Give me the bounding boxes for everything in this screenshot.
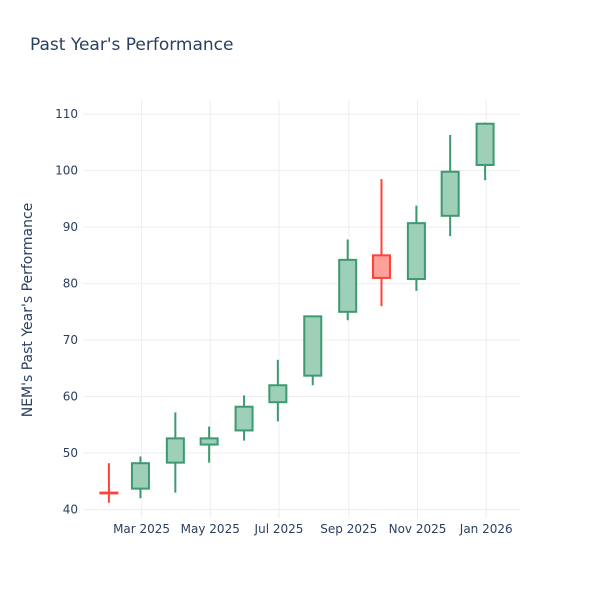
y-tick-label: 50 — [63, 446, 78, 460]
x-tick-label: May 2025 — [181, 522, 240, 536]
candle — [406, 205, 426, 291]
candle — [338, 239, 358, 321]
x-tick-label: Nov 2025 — [389, 522, 447, 536]
candle — [99, 463, 119, 503]
candle-body — [165, 437, 185, 464]
candle-body — [303, 315, 323, 377]
candle-body — [440, 170, 460, 217]
candle-body — [338, 258, 358, 313]
candle — [475, 122, 495, 181]
candle-body — [371, 254, 391, 279]
candle — [268, 359, 288, 422]
candle-body — [199, 437, 219, 446]
candle — [371, 179, 391, 307]
y-tick-label: 110 — [55, 107, 78, 121]
x-tick-label: Mar 2025 — [113, 522, 170, 536]
y-axis-label: NEM's Past Year's Performance — [20, 203, 36, 418]
y-tick-label: 90 — [63, 220, 78, 234]
candle — [130, 456, 150, 499]
y-tick-label: 80 — [63, 277, 78, 291]
candle-body — [475, 122, 495, 166]
y-tick-labels: 40 50 60 70 80 90 100 110 — [55, 107, 78, 516]
candle-body — [234, 405, 254, 432]
candle-body — [99, 491, 119, 495]
candle — [440, 135, 460, 237]
chart-title: Past Year's Performance — [30, 35, 234, 55]
candle — [199, 426, 219, 463]
candle-body — [268, 384, 288, 404]
candle-body — [406, 222, 426, 281]
grid-layer — [83, 100, 520, 518]
candle — [165, 412, 185, 493]
x-tick-labels: Mar 2025 May 2025 Jul 2025 Sep 2025 Nov 2025… — [113, 522, 513, 536]
candle — [303, 315, 323, 386]
candle — [234, 395, 254, 441]
x-tick-label: Jul 2025 — [254, 522, 304, 536]
y-tick-label: 60 — [63, 390, 78, 404]
y-tick-label: 40 — [63, 503, 78, 517]
y-tick-label: 70 — [63, 333, 78, 347]
candle-body — [130, 462, 150, 490]
x-tick-label: Sep 2025 — [320, 522, 377, 536]
y-tick-label: 100 — [55, 164, 78, 178]
x-tick-label: Jan 2026 — [459, 522, 513, 536]
candle-layer — [99, 122, 495, 503]
